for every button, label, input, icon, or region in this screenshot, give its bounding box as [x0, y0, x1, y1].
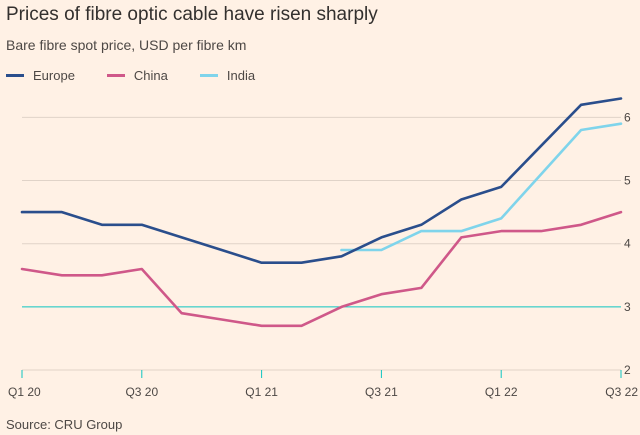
x-tick-label: Q1 20	[8, 385, 41, 399]
series-line-china	[20, 210, 623, 328]
y-tick-label: 6	[624, 110, 631, 124]
legend-item-china: China	[106, 67, 168, 83]
y-tick-label: 3	[624, 300, 631, 314]
chart-subtitle: Bare fibre spot price, USD per fibre km	[6, 37, 247, 53]
y-tick-label: 4	[624, 237, 631, 251]
legend-swatch-europe	[6, 73, 24, 77]
x-tick-label: Q3 20	[125, 385, 158, 399]
legend-swatch-india	[199, 73, 218, 77]
x-tick-label: Q3 22	[605, 385, 638, 399]
legend-label-europe: Europe	[33, 67, 75, 83]
series-line-india	[340, 122, 623, 252]
source-note: Source: CRU Group	[6, 417, 123, 432]
x-tick-label: Q1 22	[485, 385, 518, 399]
series-line-europe	[20, 97, 623, 265]
legend-label-china: China	[133, 67, 168, 83]
y-tick-label: 2	[624, 363, 631, 377]
legend-item-europe: Europe	[6, 68, 75, 83]
x-tick-label: Q3 21	[365, 385, 398, 399]
legend-label-india: India	[226, 67, 256, 83]
legend-swatch-china	[106, 73, 125, 77]
x-tick-label: Q1 21	[245, 385, 278, 399]
legend: Europe China India	[6, 66, 287, 84]
chart-title: Prices of fibre optic cable have risen s…	[6, 4, 378, 25]
legend-item-india: India	[199, 67, 256, 83]
y-tick-label: 5	[624, 174, 631, 188]
